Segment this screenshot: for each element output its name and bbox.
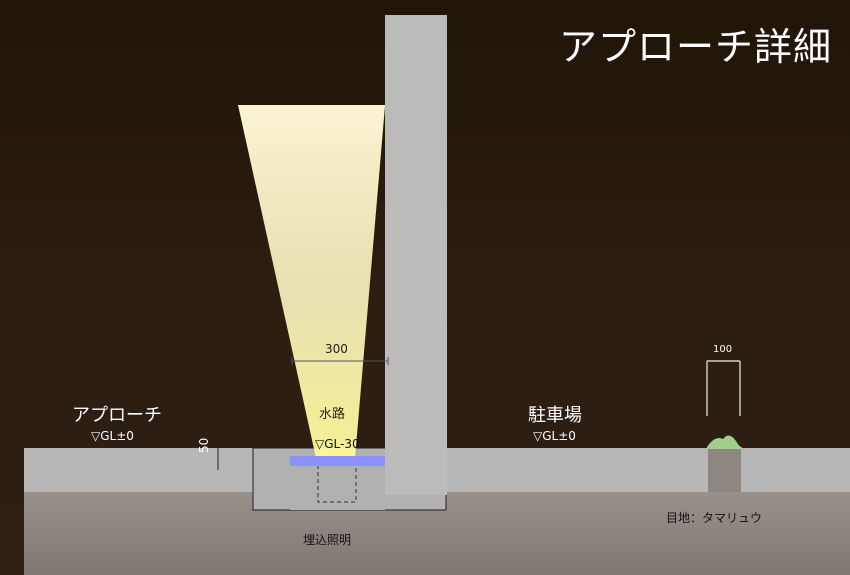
buried-light-label: 埋込照明 (303, 533, 352, 547)
parking-level-label: ▽GL±0 (533, 429, 576, 443)
buried-light-fixture (317, 463, 357, 503)
hedge-planting-label: 目地：タマリュウ (666, 511, 763, 525)
parking-label: 駐車場 (528, 405, 582, 426)
waterway-level-label: ▽GL-30 (315, 437, 360, 451)
hedge-dimension-label: 100 (713, 344, 733, 355)
concrete-wall (385, 15, 447, 495)
hedge-gap (708, 448, 741, 492)
waterway-label: 水路 (319, 407, 346, 422)
approach-level-label: ▽GL±0 (91, 429, 134, 443)
parking-slab-right (741, 448, 850, 492)
approach-label: アプローチ (72, 405, 162, 426)
left-dimension-label: 50 (197, 437, 211, 453)
width-dimension-label: 300 (325, 342, 348, 356)
light-beam (238, 105, 385, 458)
diagram-title: アプローチ詳細 (558, 25, 832, 69)
planting-icon (707, 435, 742, 449)
water-surface (290, 456, 385, 466)
approach-slab (24, 448, 290, 492)
